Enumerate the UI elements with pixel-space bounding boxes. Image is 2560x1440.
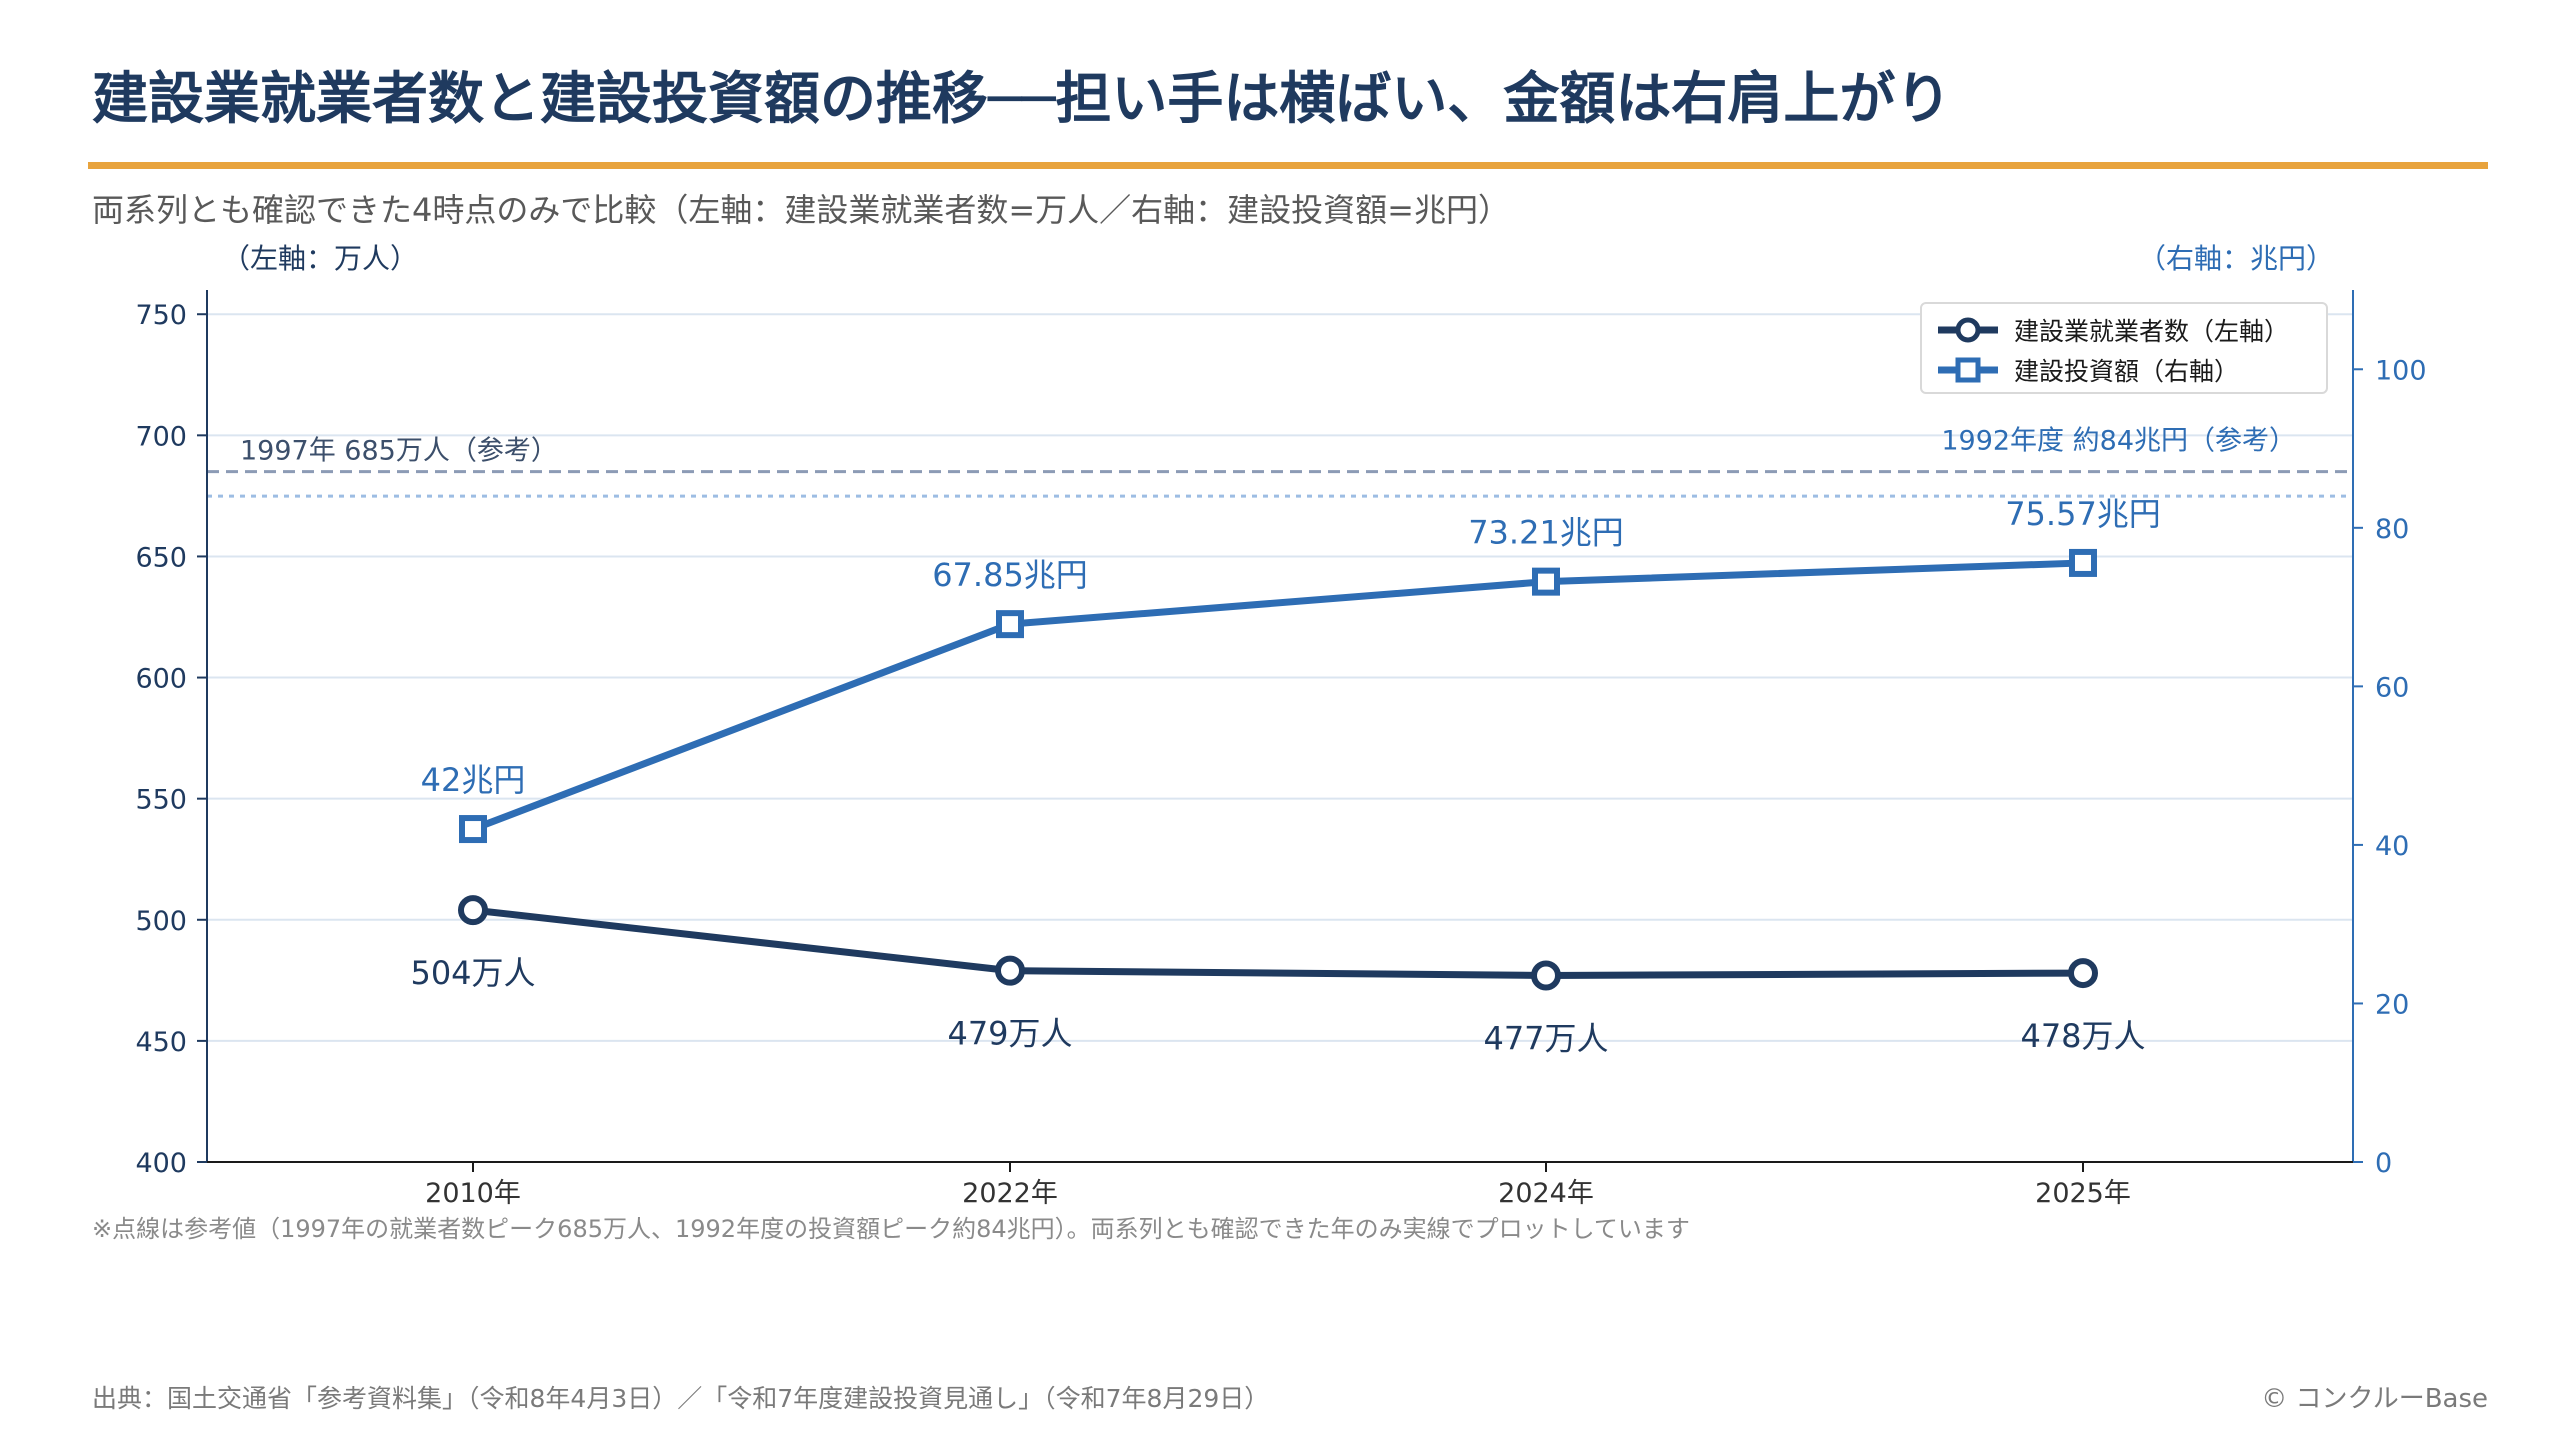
y-right-axis-title: （右軸：兆円） xyxy=(2138,242,2334,275)
data-label-workers: 478万人 xyxy=(2020,1017,2145,1055)
data-point-investment xyxy=(2069,548,2097,577)
series-line-investment xyxy=(471,559,2084,833)
data-point-workers xyxy=(1531,960,1561,991)
data-label-investment: 73.21兆円 xyxy=(1468,514,1624,552)
y-right-tick-label: 100 xyxy=(2375,355,2427,386)
data-label-investment: 67.85兆円 xyxy=(932,556,1088,594)
y-right-tick-label: 60 xyxy=(2375,672,2409,703)
legend-circle-marker-icon xyxy=(1938,317,1998,343)
data-point-investment xyxy=(1532,567,1560,596)
title-underline xyxy=(88,162,2488,169)
y-left-tick-label: 500 xyxy=(135,906,187,937)
chart-legend: 建設業就業者数（左軸） 建設投資額（右軸） xyxy=(1920,302,2328,394)
x-tick-label: 2010年 xyxy=(425,1178,521,1209)
data-label-workers: 479万人 xyxy=(947,1015,1072,1053)
data-point-workers xyxy=(995,955,1025,986)
data-label-workers: 504万人 xyxy=(410,954,535,992)
reference-label-workers: 1997年 685万人（参考） xyxy=(240,436,558,467)
x-tick-label: 2022年 xyxy=(962,1178,1058,1209)
y-left-tick-label: 650 xyxy=(135,542,187,573)
y-right-tick-label: 20 xyxy=(2375,989,2409,1020)
data-point-investment xyxy=(996,610,1024,639)
legend-square-marker-icon xyxy=(1938,357,1998,383)
y-left-tick-label: 450 xyxy=(135,1027,187,1058)
x-tick-label: 2025年 xyxy=(2035,1178,2131,1209)
legend-label-investment: 建設投資額（右軸） xyxy=(2014,357,2240,386)
legend-item-workers: 建設業就業者数（左軸） xyxy=(1936,312,2326,348)
legend-label-workers: 建設業就業者数（左軸） xyxy=(2014,317,2290,346)
page-subtitle: 両系列とも確認できた4時点のみで比較（左軸：建設業就業者数=万人／右軸：建設投資… xyxy=(92,191,1510,229)
data-point-workers xyxy=(2068,958,2098,989)
y-right-tick-label: 40 xyxy=(2375,831,2409,862)
reference-label-investment: 1992年度 約84兆円（参考） xyxy=(1941,426,2296,457)
data-point-investment xyxy=(459,815,487,844)
legend-item-investment: 建設投資額（右軸） xyxy=(1936,352,2326,388)
source-citation: 出典：国土交通省「参考資料集」（令和8年4月3日）／「令和7年度建設投資見通し」… xyxy=(92,1384,1270,1413)
copyright: © コンクルーBase xyxy=(2261,1384,2488,1414)
y-left-tick-label: 700 xyxy=(135,421,187,452)
y-right-tick-label: 80 xyxy=(2375,514,2409,545)
data-label-investment: 42兆円 xyxy=(421,761,526,799)
x-tick-label: 2024年 xyxy=(1498,1178,1594,1209)
y-left-tick-label: 400 xyxy=(135,1148,187,1179)
y-left-tick-label: 750 xyxy=(135,300,187,331)
page-title: 建設業就業者数と建設投資額の推移──担い手は横ばい、金額は右肩上がり xyxy=(92,67,1952,132)
chart-footnote: ※点線は参考値（1997年の就業者数ピーク685万人、1992年度の投資額ピーク… xyxy=(92,1215,1690,1243)
series-line-workers xyxy=(472,906,2084,979)
y-right-tick-label: 0 xyxy=(2375,1148,2392,1179)
data-label-investment: 75.57兆円 xyxy=(2005,495,2161,533)
y-left-tick-label: 550 xyxy=(135,785,187,816)
data-point-workers xyxy=(458,895,488,926)
data-label-workers: 477万人 xyxy=(1483,1019,1608,1057)
y-left-axis-title: （左軸：万人） xyxy=(222,242,418,275)
y-left-tick-label: 600 xyxy=(135,664,187,695)
